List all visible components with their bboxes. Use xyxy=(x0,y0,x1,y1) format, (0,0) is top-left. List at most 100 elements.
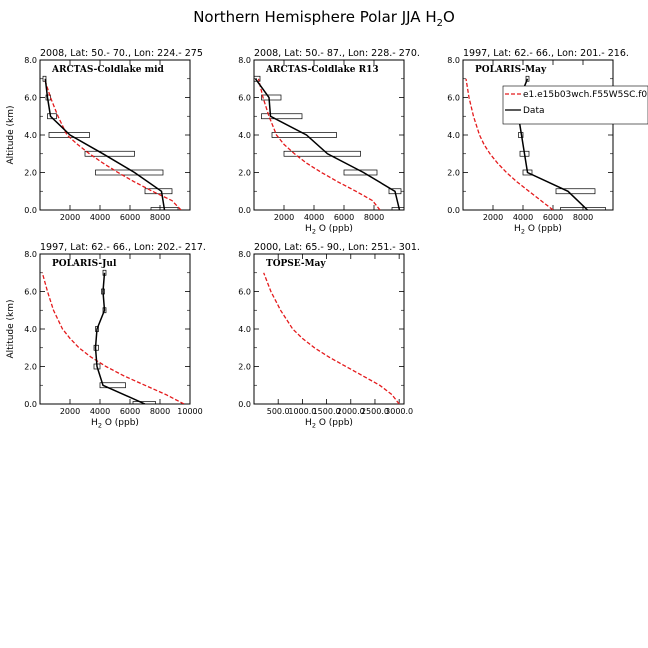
plot-frame xyxy=(253,253,405,405)
x-tick-label: 6000 xyxy=(120,213,140,222)
model-series-line xyxy=(43,78,182,210)
data-range-box xyxy=(391,207,404,210)
data-range-box xyxy=(271,132,337,138)
data-range-box xyxy=(261,94,282,101)
y-tick-label: 6.0 xyxy=(447,94,460,103)
y-tick-label: 0.0 xyxy=(24,400,37,409)
y-tick-label: 0.0 xyxy=(447,206,460,215)
data-range-box xyxy=(525,75,530,82)
legend-label: Data xyxy=(523,106,545,116)
plot-area xyxy=(263,272,400,404)
panel-header: 2008, Lat: 50.- 70., Lon: 224.- 275 xyxy=(40,48,203,59)
y-axis-title: Altitude (km) xyxy=(6,105,16,164)
panels-group: 2008, Lat: 50.- 70., Lon: 224.- 275 0.0 2.… xyxy=(6,48,648,430)
y-tick-label: 2.0 xyxy=(24,169,37,178)
y-tick-label: 8.0 xyxy=(238,56,251,65)
x-tick-label: 8000 xyxy=(150,407,170,416)
x-tick-label: 10000 xyxy=(177,407,202,416)
campaign-label: ARCTAS-Coldlake mid xyxy=(51,65,165,75)
x-tick-label: 2000.0 xyxy=(337,407,365,416)
legend-box xyxy=(502,85,648,125)
y-tick-label: 8.0 xyxy=(24,250,37,259)
y-tick-label: 6.0 xyxy=(238,94,251,103)
data-range-box xyxy=(132,401,156,404)
x-tick-label: 4000 xyxy=(304,213,324,222)
y-tick-label: 2.0 xyxy=(24,363,37,372)
campaign-label: POLARIS-Jul xyxy=(52,259,117,269)
panel-header: 2008, Lat: 50.- 87., Lon: 228.- 270. xyxy=(254,48,420,59)
x-tick-label: 6000 xyxy=(334,213,354,222)
plot-area xyxy=(41,269,185,404)
x-tick-label: 2000 xyxy=(483,213,503,222)
x-tick-label: 2000 xyxy=(60,407,80,416)
y-tick-label: 4.0 xyxy=(238,131,251,140)
y-tick-label: 0.0 xyxy=(238,206,251,215)
x-tick-label: 8000 xyxy=(364,213,384,222)
panel-header: 1997, Lat: 62.- 66., Lon: 202.- 217. xyxy=(40,242,206,253)
x-tick-label: 4000 xyxy=(513,213,533,222)
data-range-box xyxy=(99,382,126,389)
y-tick-label: 6.0 xyxy=(24,288,37,297)
chart-panel-5: 2000, Lat: 65.- 90., Lon: 251.- 301. 0.0 2… xyxy=(238,242,420,430)
y-tick-label: 0.0 xyxy=(24,206,37,215)
x-tick-label: 2500.0 xyxy=(361,407,389,416)
x-tick-label: 2000 xyxy=(274,213,294,222)
x-tick-label: 6000 xyxy=(543,213,563,222)
model-series-line xyxy=(257,78,381,210)
y-tick-label: 2.0 xyxy=(238,363,251,372)
plot-area xyxy=(42,75,182,210)
model-series-line xyxy=(41,272,185,404)
y-tick-label: 2.0 xyxy=(447,169,460,178)
plot-area xyxy=(254,75,404,210)
data-range-box xyxy=(343,169,378,176)
chart-panel-4: 1997, Lat: 62.- 66., Lon: 202.- 217. 0.0 2… xyxy=(6,242,206,430)
panel-header: 2000, Lat: 65.- 90., Lon: 251.- 301. xyxy=(254,242,420,253)
chart-panel-1: 2008, Lat: 50.- 70., Lon: 224.- 275 0.0 2.… xyxy=(6,48,203,222)
x-axis-title: H2 O (ppb) xyxy=(514,224,562,236)
x-tick-label: 4000 xyxy=(90,213,110,222)
x-tick-label: 8000 xyxy=(150,213,170,222)
y-tick-label: 8.0 xyxy=(238,250,251,259)
data-range-box xyxy=(555,188,596,195)
x-tick-label: 500.0 xyxy=(267,407,290,416)
y-tick-label: 4.0 xyxy=(447,131,460,140)
figure-title: Northern Hemisphere Polar JJA H2O xyxy=(193,8,455,29)
x-tick-label: 6000 xyxy=(120,407,140,416)
x-axis-title: H2 O (ppb) xyxy=(305,224,353,236)
y-tick-label: 4.0 xyxy=(24,131,37,140)
legend-label: e1.e15b03wch.F55W5SC.f0 xyxy=(523,90,647,100)
x-axis-title: H2 O (ppb) xyxy=(91,418,139,430)
x-tick-label: 3000.0 xyxy=(385,407,413,416)
plot-frame xyxy=(462,59,614,211)
data-series-line xyxy=(94,272,146,404)
x-tick-label: 4000 xyxy=(90,407,110,416)
data-series-line xyxy=(254,78,401,210)
y-tick-label: 2.0 xyxy=(238,169,251,178)
y-axis-title: Altitude (km) xyxy=(6,299,16,358)
data-range-box xyxy=(95,169,164,176)
chart-panel-2: 2008, Lat: 50.- 87., Lon: 228.- 270. 0.0 2… xyxy=(238,48,420,236)
y-tick-label: 6.0 xyxy=(238,288,251,297)
campaign-label: ARCTAS-Coldlake R13 xyxy=(265,65,379,75)
y-tick-label: 4.0 xyxy=(24,325,37,334)
y-tick-label: 8.0 xyxy=(24,56,37,65)
y-tick-label: 0.0 xyxy=(238,400,251,409)
chart-panel-3: 1997, Lat: 62.- 66., Lon: 201.- 216. 0.0 2… xyxy=(447,48,648,236)
data-range-box xyxy=(84,150,135,157)
x-tick-label: 1000.0 xyxy=(288,407,316,416)
model-series-line xyxy=(465,78,554,210)
plot-frame xyxy=(39,59,191,211)
y-tick-label: 6.0 xyxy=(24,94,37,103)
data-range-box xyxy=(560,207,606,210)
model-series-line xyxy=(263,272,400,404)
x-tick-label: 2000 xyxy=(60,213,80,222)
data-range-box xyxy=(261,113,303,120)
campaign-label: TOPSE-May xyxy=(266,259,326,269)
campaign-label: POLARIS-May xyxy=(475,65,547,75)
panel-header: 1997, Lat: 62.- 66., Lon: 201.- 216. xyxy=(463,48,629,59)
data-series-line xyxy=(44,78,166,210)
data-range-box xyxy=(283,150,361,157)
x-tick-label: 8000 xyxy=(573,213,593,222)
x-tick-label: 1500.0 xyxy=(313,407,341,416)
